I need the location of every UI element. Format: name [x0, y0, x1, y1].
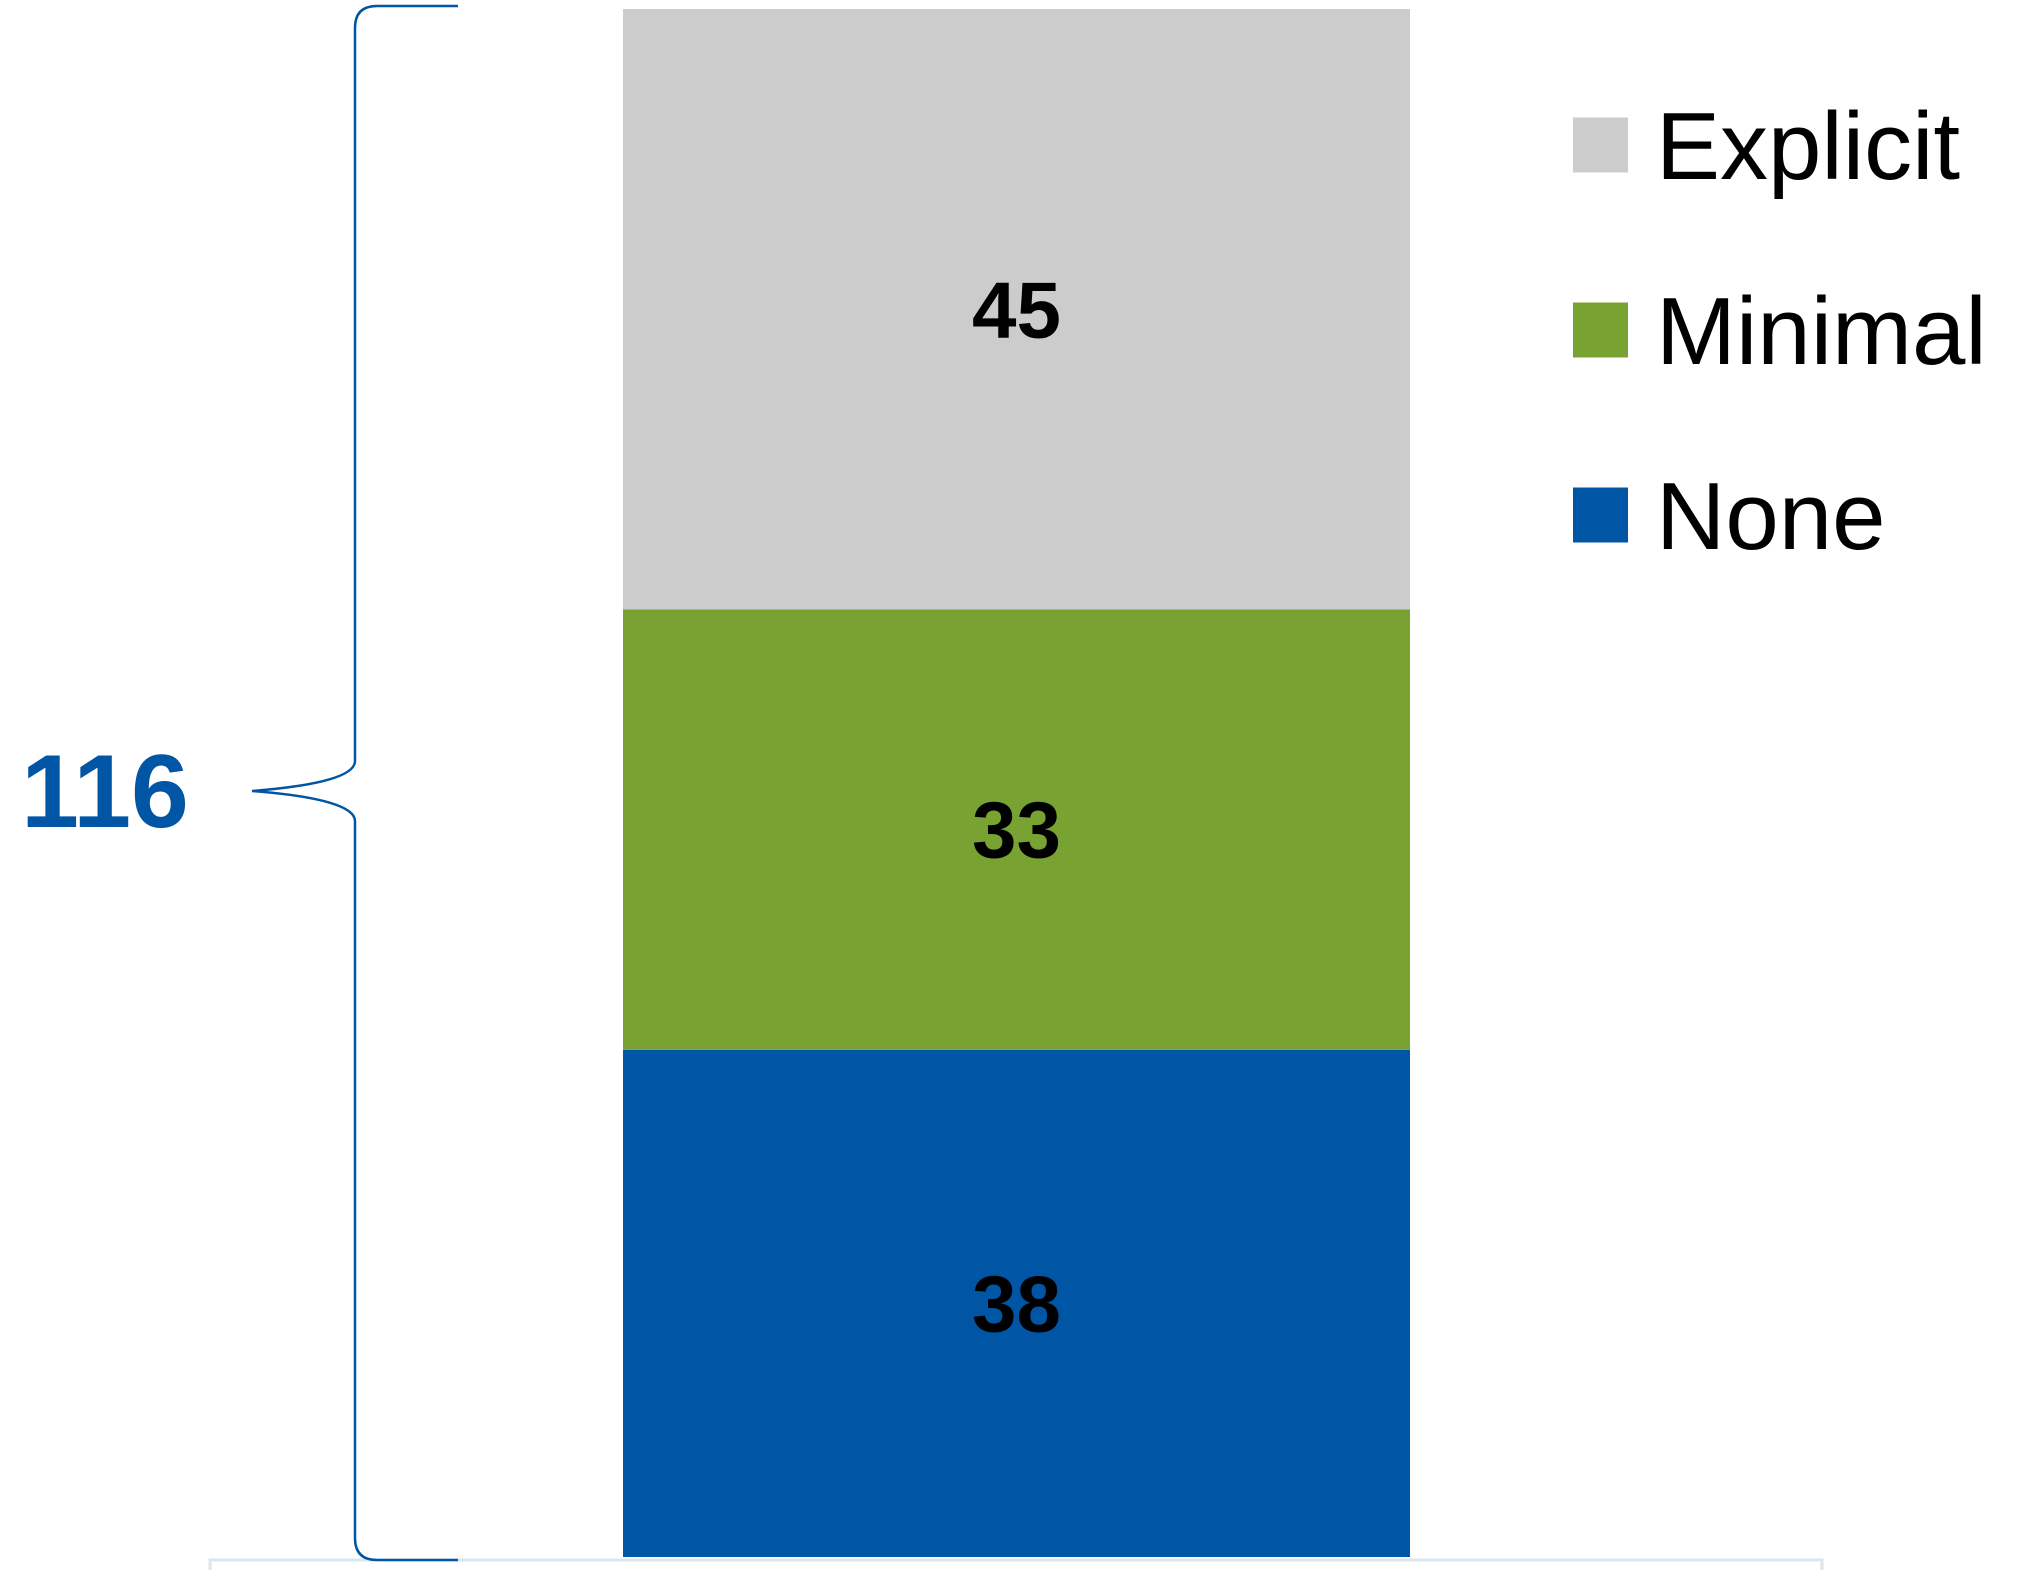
baseline-strip [208, 1558, 1824, 1570]
data-label-explicit: 45 [972, 265, 1061, 354]
data-label-none: 38 [972, 1259, 1061, 1348]
legend-item-explicit: Explicit [1573, 93, 1960, 200]
total-brace [251, 4, 458, 1562]
bar-segment-none [623, 1049, 1410, 1557]
legend-item-none: None [1573, 463, 1886, 570]
legend-swatch-explicit [1573, 117, 1628, 173]
legend-swatch-none [1573, 487, 1628, 543]
legend-label-explicit: Explicit [1656, 93, 1960, 200]
bar-segment-minimal [623, 609, 1410, 1050]
total-label: 116 [21, 734, 189, 850]
legend-label-minimal: Minimal [1656, 278, 1987, 385]
legend-label-none: None [1656, 463, 1886, 570]
data-label-minimal: 33 [972, 786, 1061, 875]
bar-segment-explicit [623, 9, 1410, 610]
legend-item-minimal: Minimal [1573, 278, 1987, 385]
bar-segment-labels: 38 33 45 [972, 265, 1061, 1348]
bar-segments [623, 9, 1410, 1557]
legend-swatch-minimal [1573, 302, 1628, 358]
legend: Explicit Minimal None [1573, 93, 1987, 570]
